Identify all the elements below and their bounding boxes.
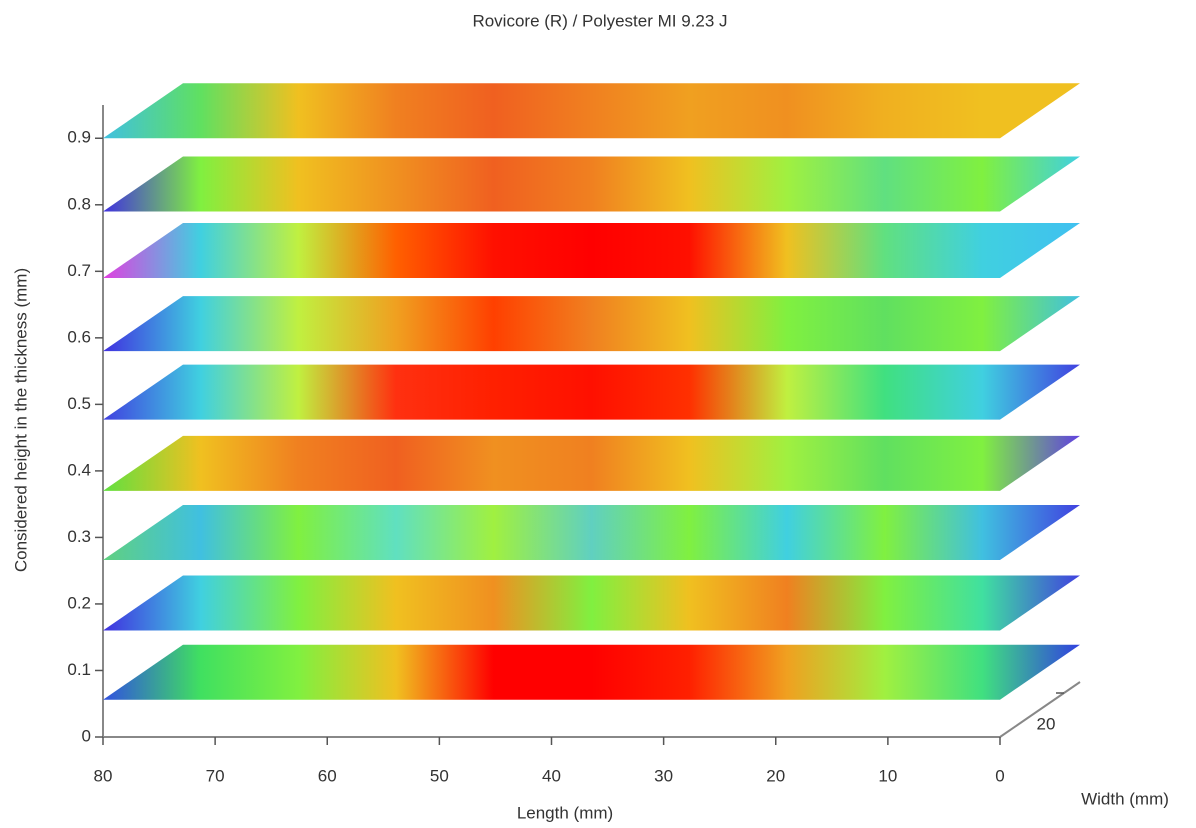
width-tick-label: 20 [1037, 714, 1056, 733]
slice [103, 364, 1080, 420]
x-tick-label: 50 [430, 766, 449, 785]
y-tick-label: 0.7 [67, 261, 91, 280]
y-tick-label: 0.4 [67, 460, 91, 479]
x-tick-label: 0 [995, 766, 1004, 785]
slice [103, 83, 1080, 139]
width-axis-label: Width (mm) [1081, 789, 1169, 808]
x-tick-label: 10 [878, 766, 897, 785]
slice [103, 505, 1080, 561]
x-axis-label: Length (mm) [517, 803, 613, 822]
slice [103, 222, 1080, 278]
y-tick-label: 0.8 [67, 194, 91, 213]
x-tick-label: 60 [318, 766, 337, 785]
slice [103, 156, 1080, 212]
x-tick-label: 80 [94, 766, 113, 785]
slice [103, 575, 1080, 631]
x-tick-label: 70 [206, 766, 225, 785]
x-tick-label: 30 [654, 766, 673, 785]
x-tick-label: 20 [766, 766, 785, 785]
y-tick-label: 0.3 [67, 527, 91, 546]
chart-title: Rovicore (R) / Polyester MI 9.23 J [472, 11, 727, 30]
width-axis [999, 681, 1081, 738]
y-tick-label: 0.9 [67, 128, 91, 147]
y-tick-label: 0.2 [67, 593, 91, 612]
y-tick-label: 0.1 [67, 660, 91, 679]
slice [103, 644, 1080, 700]
y-axis-label: Considered height in the thickness (mm) [11, 268, 30, 572]
slice [103, 435, 1080, 491]
slice [103, 296, 1080, 352]
x-tick-label: 40 [542, 766, 561, 785]
y-tick-label: 0.5 [67, 394, 91, 413]
y-tick-label: 0.6 [67, 327, 91, 346]
y-tick-label: 0 [82, 726, 91, 745]
